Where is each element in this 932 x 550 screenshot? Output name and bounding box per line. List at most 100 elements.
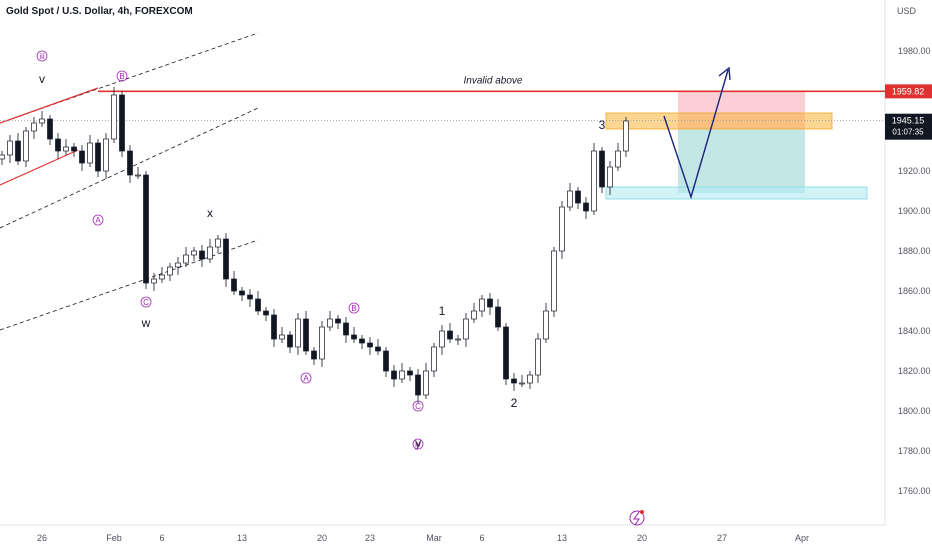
lightning-icon xyxy=(629,510,645,526)
y-tick-label: 1980.00 xyxy=(898,46,931,56)
candle-body xyxy=(399,370,405,380)
candle-body xyxy=(231,278,237,292)
candle-body xyxy=(511,378,517,384)
target-zone xyxy=(678,129,805,193)
channel-line xyxy=(0,239,259,331)
candle-body xyxy=(0,154,5,160)
candle-body xyxy=(143,174,149,284)
candle-body xyxy=(303,318,309,352)
wave-circle xyxy=(36,50,48,62)
wave-circle xyxy=(140,296,152,308)
wedge-line xyxy=(0,87,99,124)
candle-body xyxy=(279,334,285,340)
candle-body xyxy=(215,238,221,248)
candle-body xyxy=(615,150,621,168)
invalid-level-badge xyxy=(885,84,932,99)
candle-body xyxy=(431,346,437,372)
candle-body xyxy=(295,318,301,348)
candle-body xyxy=(183,254,189,264)
candle-body xyxy=(335,318,341,324)
notification-dot xyxy=(640,510,644,514)
wedge-line xyxy=(0,149,79,186)
candle-body xyxy=(559,206,565,252)
wave-label: x xyxy=(207,206,213,220)
candle-body xyxy=(103,138,109,172)
candle-body xyxy=(591,150,597,212)
candle-body xyxy=(407,370,413,376)
candle-body xyxy=(519,382,525,385)
wave-circle xyxy=(92,214,104,226)
wave-label: v xyxy=(39,72,45,86)
x-tick-label: 13 xyxy=(557,533,567,543)
x-tick-label: Feb xyxy=(106,533,122,543)
candle-body xyxy=(63,146,69,152)
invalid-level-text: Invalid above xyxy=(464,75,523,86)
x-tick-label: 20 xyxy=(637,533,647,543)
candle-body xyxy=(311,350,317,360)
candle-body xyxy=(527,374,533,384)
candle-body xyxy=(119,94,125,152)
projection-path xyxy=(663,69,729,200)
x-tick-label: 23 xyxy=(365,533,375,543)
y-tick-label: 1880.00 xyxy=(898,246,931,256)
candle-body xyxy=(287,334,293,348)
candle-body xyxy=(447,330,453,340)
price-badge-text: 1945.15 xyxy=(892,116,925,126)
candle-body xyxy=(359,338,365,344)
wave-circle xyxy=(412,400,424,412)
candle-body xyxy=(391,370,397,380)
candle-body xyxy=(567,190,573,208)
y-tick-label: 1860.00 xyxy=(898,286,931,296)
candle-body xyxy=(543,310,549,340)
wave-circle xyxy=(348,302,360,314)
candle-body xyxy=(455,338,461,341)
circled-wave-label: B xyxy=(351,304,356,313)
currency-label: USD xyxy=(897,6,917,16)
candle-body xyxy=(79,150,85,164)
x-tick-label: 26 xyxy=(37,533,47,543)
candle-body xyxy=(23,130,29,162)
wave-label: 3 xyxy=(599,118,606,132)
x-tick-label: 13 xyxy=(237,533,247,543)
candle-body xyxy=(351,334,357,340)
candle-body xyxy=(415,374,421,396)
candle-body xyxy=(343,322,349,336)
candle-body xyxy=(199,250,205,260)
x-tick-label: 6 xyxy=(159,533,164,543)
candle-body xyxy=(135,174,141,177)
candle-body xyxy=(263,310,269,316)
candle-body xyxy=(327,318,333,328)
candle-body xyxy=(223,238,229,280)
candle-body xyxy=(367,342,373,348)
projection-arrowhead xyxy=(718,66,731,81)
candle-body xyxy=(375,346,381,352)
candle-body xyxy=(87,142,93,164)
candle-body xyxy=(607,166,613,188)
candle-body xyxy=(111,94,117,140)
price-badge xyxy=(885,113,932,140)
candle-body xyxy=(439,330,445,348)
x-tick-label: Apr xyxy=(795,533,809,543)
y-tick-label: 1820.00 xyxy=(898,366,931,376)
candle-body xyxy=(39,118,45,124)
x-tick-label: 6 xyxy=(479,533,484,543)
candle-body xyxy=(383,350,389,372)
lightning-icon-glyph xyxy=(633,511,640,526)
countdown-text: 01:07:35 xyxy=(892,128,924,137)
x-tick-label: 27 xyxy=(717,533,727,543)
candle-body xyxy=(471,310,477,320)
candle-body xyxy=(191,250,197,256)
candle-body xyxy=(167,266,173,276)
y-tick-label: 1840.00 xyxy=(898,326,931,336)
y-tick-label: 1920.00 xyxy=(898,166,931,176)
wave-label: w xyxy=(141,316,151,330)
candle-body xyxy=(47,118,53,140)
candle-body xyxy=(71,146,77,152)
wave-circle xyxy=(116,70,128,82)
candle-body xyxy=(31,122,37,132)
circled-wave-label: iii xyxy=(39,52,45,61)
chart-title: Gold Spot / U.S. Dollar, 4h, FOREXCOM xyxy=(6,6,193,17)
candle-body xyxy=(95,142,101,172)
candle-body xyxy=(423,370,429,396)
